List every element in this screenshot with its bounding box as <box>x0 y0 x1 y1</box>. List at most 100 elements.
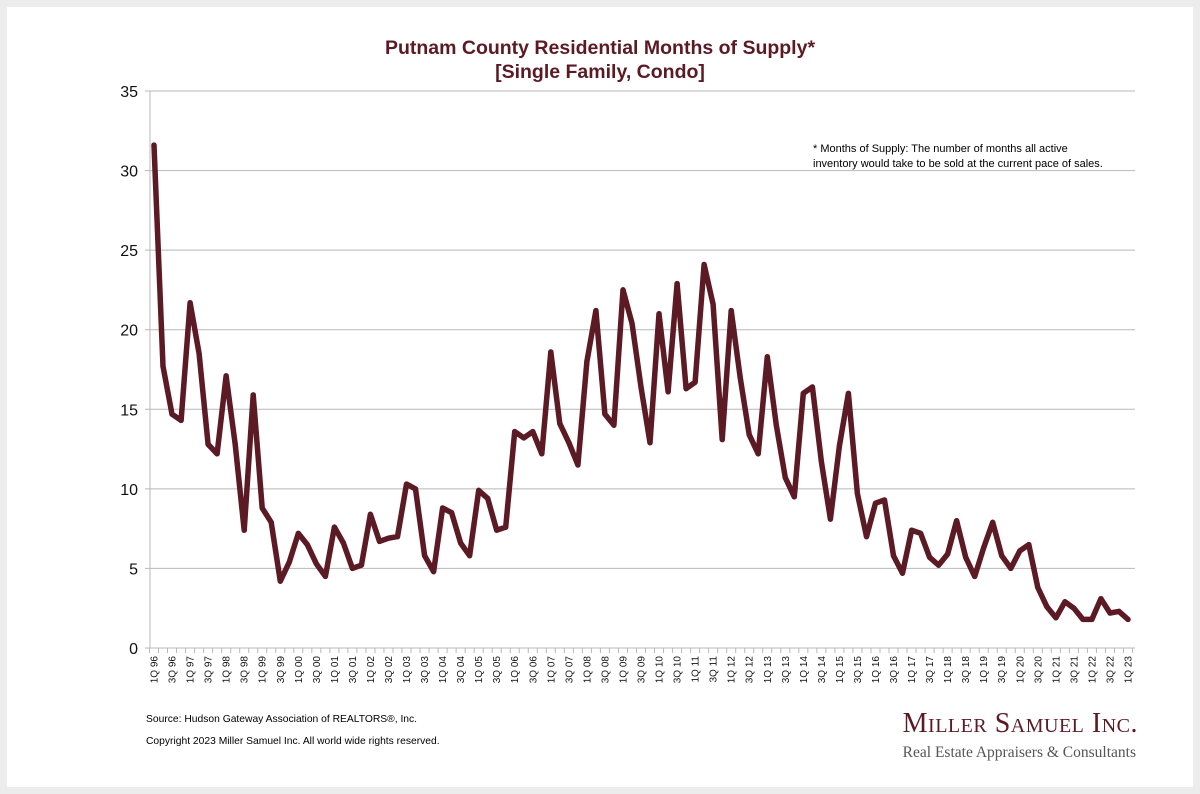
data-point <box>872 500 879 506</box>
x-tick-label: 1Q 18 <box>943 656 954 684</box>
copyright-text: Copyright 2023 Miller Samuel Inc. All wo… <box>146 736 440 747</box>
x-tick-label: 1Q 11 <box>691 656 702 683</box>
data-point <box>566 440 572 446</box>
x-tick-label: 3Q 13 <box>781 656 792 684</box>
data-point <box>458 540 464 546</box>
y-tick-label: 25 <box>120 243 138 260</box>
data-point <box>1071 605 1077 611</box>
x-tick-label: 1Q 15 <box>835 656 846 684</box>
data-point <box>647 440 653 446</box>
data-point <box>223 373 229 379</box>
y-tick-label: 5 <box>129 561 138 578</box>
x-tick-label: 1Q 13 <box>763 656 774 684</box>
data-point <box>422 553 428 559</box>
x-tick-label: 1Q 20 <box>1015 656 1026 684</box>
x-tick-label: 1Q 99 <box>258 656 269 684</box>
data-point <box>773 422 779 428</box>
definition-note-line-1: * Months of Supply: The number of months… <box>813 143 1068 155</box>
x-tick-label: 1Q 00 <box>294 656 305 684</box>
data-point <box>809 384 816 390</box>
data-point <box>512 429 518 435</box>
data-point <box>313 561 319 567</box>
data-point <box>800 390 806 396</box>
data-point <box>394 534 401 540</box>
x-tick-label: 3Q 14 <box>817 656 828 684</box>
data-point <box>981 545 987 551</box>
data-point <box>674 281 680 287</box>
data-point <box>367 511 373 517</box>
data-point <box>304 542 310 548</box>
data-point <box>836 443 843 449</box>
data-point <box>449 510 455 516</box>
x-tick-label: 3Q 18 <box>961 656 972 684</box>
data-point <box>331 524 337 530</box>
data-point <box>936 562 942 568</box>
data-point <box>169 411 175 417</box>
chart-subtitle: [Single Family, Condo] <box>495 61 705 83</box>
x-tick-label: 3Q 17 <box>925 656 936 684</box>
data-point <box>909 527 915 533</box>
data-point <box>286 559 292 565</box>
data-point <box>791 494 797 500</box>
data-point <box>701 261 707 268</box>
x-tick-label: 1Q 17 <box>907 656 918 684</box>
data-point <box>918 530 924 537</box>
x-tick-label: 3Q 09 <box>637 656 648 684</box>
data-point <box>710 301 716 307</box>
data-point <box>1089 616 1095 623</box>
data-point <box>295 530 301 537</box>
data-point <box>692 379 698 385</box>
data-point <box>963 554 969 560</box>
x-tick-label: 3Q 97 <box>204 656 215 684</box>
data-point <box>358 562 364 568</box>
y-tick-label: 30 <box>120 164 138 181</box>
data-point <box>782 475 788 481</box>
x-tick-label: 3Q 07 <box>564 656 575 684</box>
data-point <box>322 573 328 580</box>
data-point <box>945 551 951 557</box>
data-point <box>476 487 482 493</box>
x-tick-label: 1Q 04 <box>438 656 449 684</box>
data-point <box>575 462 581 468</box>
data-point <box>214 451 220 457</box>
company-tagline: Real Estate Appraisers & Consultants <box>902 744 1136 761</box>
x-tick-label: 3Q 08 <box>600 656 611 684</box>
x-tick-label: 3Q 99 <box>276 656 287 684</box>
chart-title-block: Putnam County Residential Months of Supp… <box>0 36 1200 84</box>
data-point <box>999 553 1005 559</box>
data-point <box>1080 616 1086 623</box>
data-point <box>1053 615 1059 621</box>
data-point <box>548 349 554 355</box>
x-tick-label: 1Q 09 <box>618 656 629 684</box>
x-tick-label: 3Q 04 <box>456 656 467 684</box>
data-point <box>683 386 689 392</box>
data-point <box>593 308 599 314</box>
data-point <box>151 142 157 148</box>
data-point <box>205 441 211 447</box>
data-point <box>1017 548 1023 554</box>
definition-note: * Months of Supply: The number of months… <box>813 142 1153 172</box>
source-text: Source: Hudson Gateway Association of RE… <box>146 714 418 725</box>
data-point <box>755 451 761 457</box>
x-tick-label: 3Q 98 <box>240 656 251 684</box>
x-tick-label: 1Q 02 <box>366 656 377 684</box>
data-point <box>431 569 437 575</box>
data-point <box>1107 610 1113 616</box>
data-point <box>241 527 247 533</box>
x-tick-label: 3Q 20 <box>1033 656 1044 684</box>
x-tick-label: 1Q 21 <box>1051 656 1062 684</box>
x-tick-label: 1Q 10 <box>655 656 666 684</box>
x-tick-label: 3Q 22 <box>1105 656 1116 684</box>
data-point <box>494 527 500 533</box>
x-tick-label: 3Q 15 <box>853 656 864 684</box>
x-tick-label: 1Q 19 <box>979 656 990 684</box>
data-point <box>972 573 978 580</box>
data-point <box>863 534 870 540</box>
data-point <box>403 481 410 487</box>
data-point <box>827 516 834 522</box>
x-tick-label: 1Q 23 <box>1124 656 1135 684</box>
data-point <box>611 422 617 428</box>
x-tick-label: 1Q 16 <box>871 656 882 684</box>
x-tick-label: 1Q 96 <box>150 656 161 684</box>
